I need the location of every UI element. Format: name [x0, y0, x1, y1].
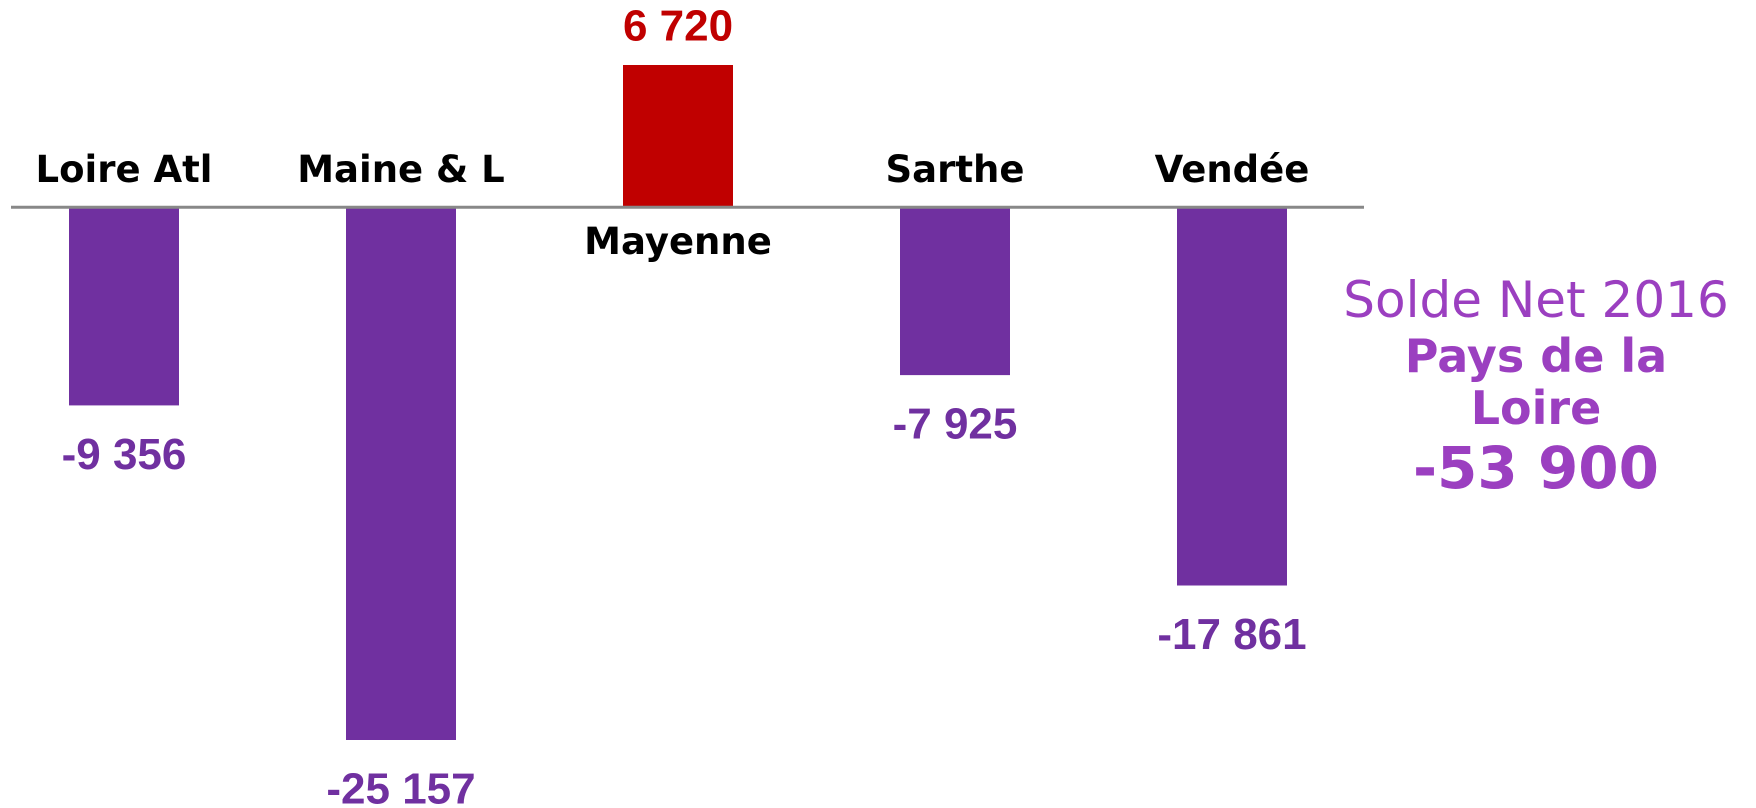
value-label: -7 925	[893, 400, 1018, 449]
bar	[69, 207, 179, 406]
category-label: Maine & L	[297, 148, 505, 191]
bar	[623, 65, 733, 208]
bar	[1177, 207, 1287, 586]
value-label: -25 157	[326, 765, 475, 808]
summary-note: Solde Net 2016 Pays de la Loire -53 900	[1316, 271, 1756, 503]
category-label: Sarthe	[886, 148, 1025, 191]
bar	[346, 207, 456, 741]
value-label: 6 720	[623, 2, 733, 51]
note-subtitle: Solde Net 2016	[1343, 271, 1729, 329]
value-label: -17 861	[1157, 610, 1306, 659]
category-label: Loire Atl	[36, 148, 213, 191]
value-label: -9 356	[62, 430, 187, 479]
category-label: Vendée	[1155, 148, 1310, 191]
category-label: Mayenne	[584, 220, 772, 263]
note-region: Pays de la Loire	[1404, 328, 1668, 436]
note-total: -53 900	[1412, 434, 1660, 503]
bar	[900, 207, 1010, 376]
